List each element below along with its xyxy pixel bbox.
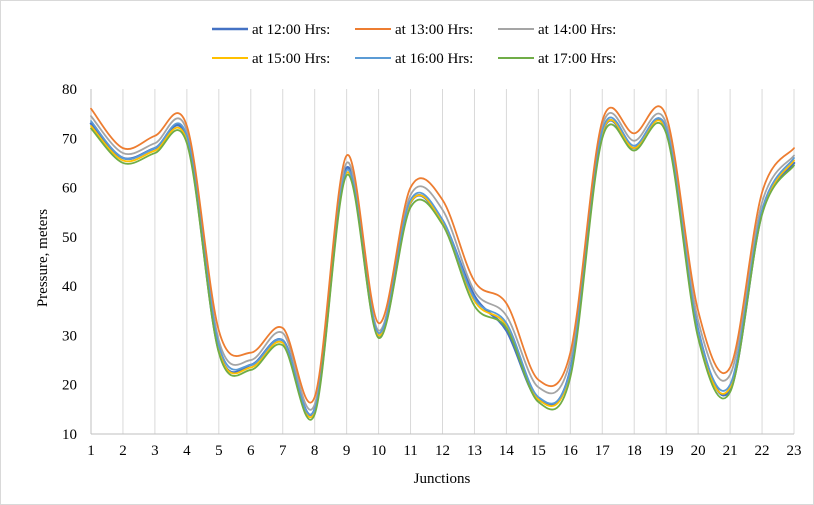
y-axis-title: Pressure, meters <box>35 209 51 307</box>
x-tick-label: 9 <box>343 443 351 459</box>
y-tick-label: 70 <box>62 131 77 147</box>
x-tick-label: 14 <box>499 443 515 459</box>
series-lines <box>89 105 796 421</box>
x-tick-label: 5 <box>215 443 223 459</box>
x-tick-label: 6 <box>247 443 255 459</box>
series-line-6 <box>90 122 795 421</box>
y-tick-label: 50 <box>62 230 77 246</box>
y-tick-label: 10 <box>62 427 77 443</box>
x-tick-label: 22 <box>755 443 770 459</box>
x-tick-label: 8 <box>311 443 319 459</box>
x-tick-label: 16 <box>563 443 579 459</box>
x-tick-label: 21 <box>723 443 738 459</box>
x-tick-label: 1 <box>87 443 95 459</box>
x-tick-label: 23 <box>787 443 802 459</box>
gridlines <box>90 89 795 435</box>
legend: at 12:00 Hrs: at 13:00 Hrs: at 14:00 Hrs: a… <box>212 22 616 67</box>
y-tick-label: 80 <box>62 82 77 98</box>
x-tick-label: 4 <box>183 443 191 459</box>
y-tick-label: 60 <box>62 181 77 197</box>
x-tick-label: 12 <box>435 443 450 459</box>
legend-label: at 13:00 Hrs: <box>395 22 473 38</box>
legend-label: at 12:00 Hrs: <box>252 22 330 38</box>
x-tick-label: 18 <box>627 443 642 459</box>
x-tick-label: 19 <box>659 443 674 459</box>
x-tick-label: 20 <box>691 443 706 459</box>
legend-label: at 16:00 Hrs: <box>395 51 473 67</box>
x-tick-label: 11 <box>403 443 417 459</box>
x-tick-label: 13 <box>467 443 482 459</box>
y-tick-labels: 10 20 30 40 50 60 70 80 <box>62 82 77 443</box>
y-tick-label: 30 <box>62 328 77 344</box>
x-tick-label: 15 <box>531 443 546 459</box>
x-tick-label: 3 <box>151 443 159 459</box>
legend-label: at 14:00 Hrs: <box>538 22 616 38</box>
series-line-2 <box>90 105 795 404</box>
x-tick-label: 17 <box>595 443 611 459</box>
x-tick-label: 10 <box>371 443 386 459</box>
x-axis-title: Junctions <box>414 471 471 487</box>
x-tick-label: 2 <box>119 443 127 459</box>
series-line-3 <box>90 112 795 411</box>
legend-label: at 17:00 Hrs: <box>538 51 616 67</box>
y-tick-label: 20 <box>62 378 77 394</box>
x-tick-label: 7 <box>279 443 287 459</box>
legend-label: at 15:00 Hrs: <box>252 51 330 67</box>
y-tick-label: 40 <box>62 279 77 295</box>
x-tick-labels: 1 2 3 4 5 6 7 8 9 10 11 12 13 14 15 16 17 18 19 20 21 22 23 <box>87 443 801 459</box>
